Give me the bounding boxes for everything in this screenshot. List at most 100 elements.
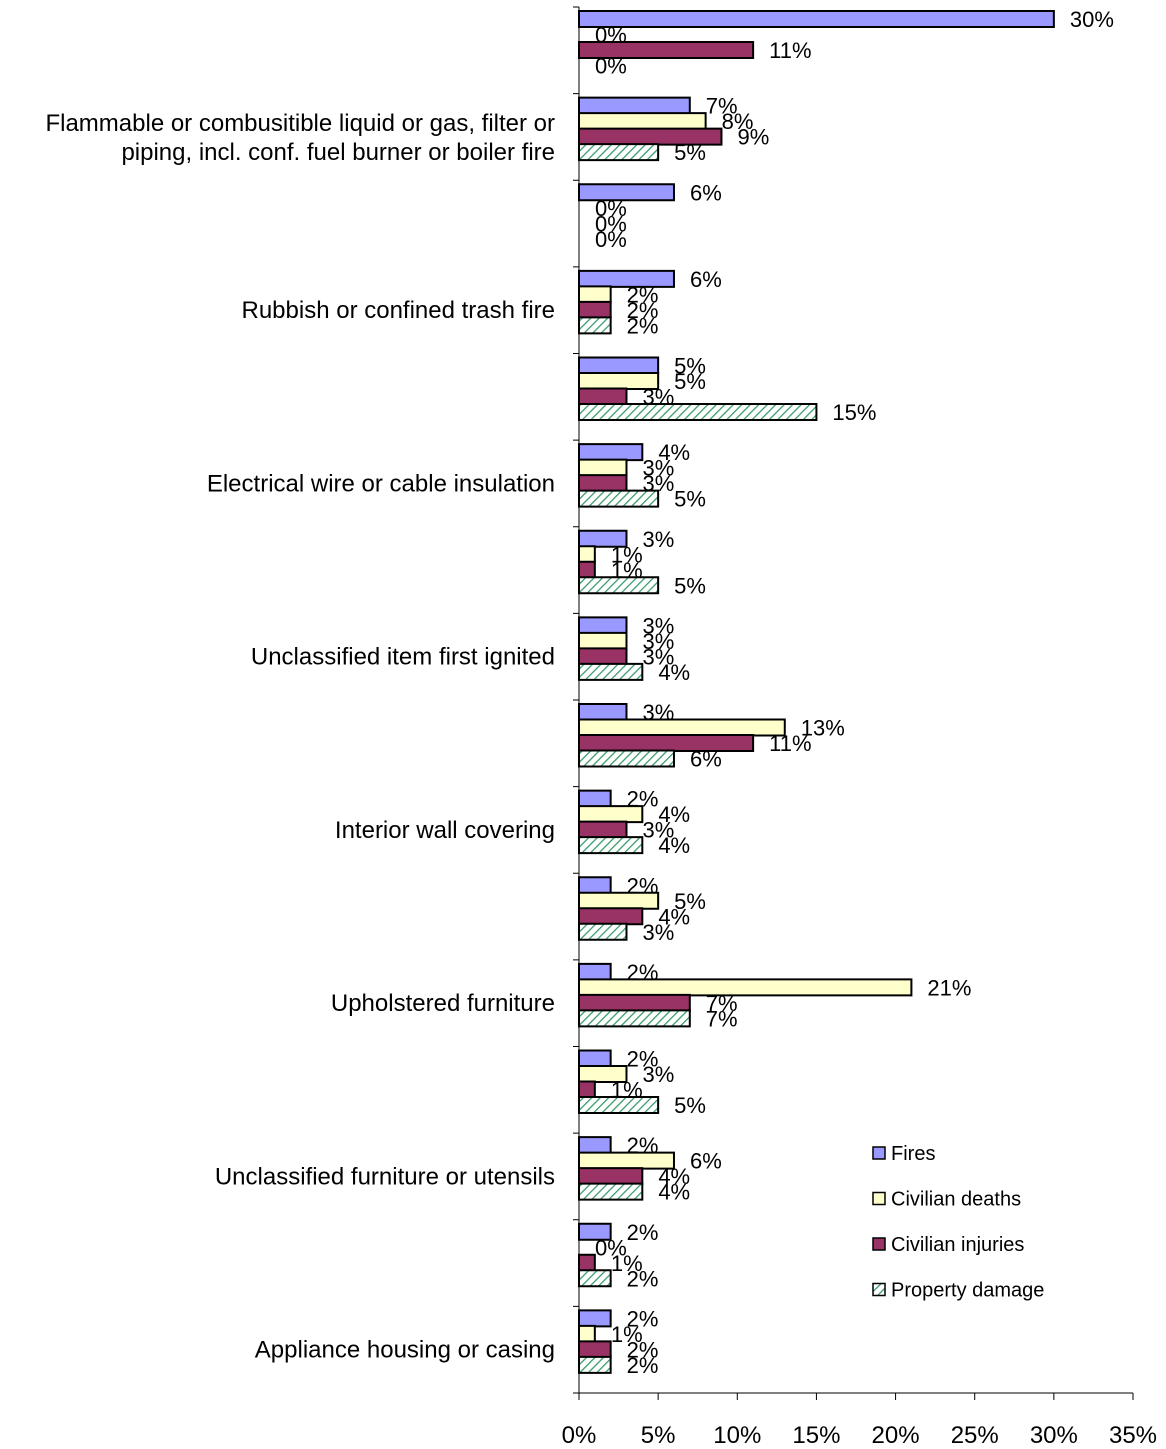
data-label: 4% — [658, 1164, 690, 1189]
x-tick-label: 25% — [951, 1422, 999, 1449]
data-label: 2% — [627, 313, 659, 338]
data-label: 2% — [627, 1220, 659, 1245]
data-label: 6% — [690, 267, 722, 292]
bar — [578, 631, 628, 650]
data-label: 4% — [658, 1180, 690, 1205]
category-label: Electrical wire or cable insulation — [207, 470, 555, 497]
data-label: 3% — [642, 920, 674, 945]
bar — [578, 978, 913, 997]
bar — [578, 616, 628, 635]
legend-swatch — [872, 1237, 886, 1251]
bar — [578, 387, 628, 406]
data-label: 3% — [642, 456, 674, 481]
data-label: 0% — [595, 54, 627, 79]
data-label: 11% — [769, 38, 811, 63]
x-tick-label: 15% — [792, 1422, 840, 1449]
data-label: 9% — [737, 125, 769, 150]
bar — [578, 1253, 596, 1272]
bar — [578, 1309, 612, 1328]
category-label: Interior wall covering — [335, 817, 555, 844]
data-label: 11% — [769, 731, 811, 756]
data-label: 1% — [611, 1322, 643, 1347]
bar — [578, 1355, 612, 1374]
data-label: 2% — [627, 298, 659, 323]
data-label: 2% — [627, 1266, 659, 1291]
bar — [578, 907, 644, 926]
data-label: 3% — [642, 644, 674, 669]
bar — [578, 876, 612, 895]
data-label: 0% — [595, 211, 627, 236]
bar — [578, 560, 596, 579]
data-label: 2% — [627, 1337, 659, 1362]
bar — [578, 545, 596, 564]
bar — [578, 1096, 660, 1114]
bar — [578, 993, 691, 1012]
data-label: 8% — [722, 109, 754, 134]
bar — [578, 805, 644, 824]
category-label: Unclassified item first ignited — [251, 644, 555, 671]
data-label: 13% — [801, 716, 845, 741]
legend: Fires Civilian deaths Civilian injuries Pro… — [872, 1143, 1044, 1302]
bar — [578, 891, 660, 910]
legend-swatch — [872, 1146, 886, 1160]
bar — [578, 576, 660, 595]
bar — [578, 112, 707, 131]
bar — [578, 789, 612, 808]
x-tick-label: 35% — [1109, 1422, 1157, 1449]
data-label: 4% — [658, 802, 690, 827]
data-label: 5% — [674, 369, 706, 394]
bar — [578, 1136, 612, 1155]
data-label: 2% — [627, 1047, 659, 1072]
bar — [578, 489, 660, 508]
data-label: 5% — [674, 1093, 706, 1118]
data-label: 30% — [1070, 7, 1114, 32]
bar — [578, 529, 628, 548]
category-label: Flammable or combusitible liquid or gas,… — [45, 110, 555, 166]
bar — [578, 316, 612, 335]
data-label: 5% — [674, 487, 706, 512]
bar — [578, 836, 644, 855]
data-label: 3% — [642, 818, 674, 843]
bar — [578, 962, 612, 981]
bar — [578, 96, 691, 115]
bar — [578, 718, 786, 737]
bar — [578, 458, 628, 477]
data-label: 7% — [706, 1006, 738, 1031]
bar — [578, 143, 660, 162]
data-label: 4% — [658, 660, 690, 685]
bar — [578, 1065, 628, 1083]
data-label: 2% — [627, 1306, 659, 1331]
plot-area: 0% 5% 10% 15% 20% 25% 30% 35% Flammable or combu… — [45, 6, 1157, 1449]
bar — [578, 922, 628, 941]
bar — [578, 41, 755, 59]
legend-label: Civilian deaths — [891, 1189, 1021, 1211]
data-label: 5% — [674, 354, 706, 379]
data-label: 6% — [690, 747, 722, 772]
bar — [578, 1080, 596, 1099]
bar — [578, 1324, 596, 1343]
bar — [578, 820, 628, 839]
data-label: 0% — [595, 196, 627, 221]
data-label: 5% — [674, 140, 706, 165]
data-label: 2% — [627, 1353, 659, 1378]
data-label: 3% — [642, 527, 674, 552]
bar — [578, 1009, 691, 1028]
bar — [578, 443, 644, 462]
bar — [578, 1269, 612, 1288]
legend-label: Fires — [891, 1143, 935, 1165]
bar — [578, 734, 755, 752]
data-label: 2% — [627, 282, 659, 307]
bar — [578, 356, 660, 375]
x-tick-label: 5% — [641, 1422, 676, 1449]
category-label: Rubbish or confined trash fire — [242, 297, 556, 324]
data-label: 15% — [832, 400, 876, 425]
x-tick-label: 0% — [562, 1422, 597, 1449]
bar — [578, 285, 612, 304]
bar — [578, 1167, 644, 1186]
bar — [578, 647, 628, 666]
legend-label: Civilian injuries — [891, 1234, 1024, 1256]
bar — [578, 662, 644, 681]
x-tick-label: 10% — [713, 1422, 761, 1449]
bar — [578, 300, 612, 319]
data-label: 4% — [658, 904, 690, 929]
